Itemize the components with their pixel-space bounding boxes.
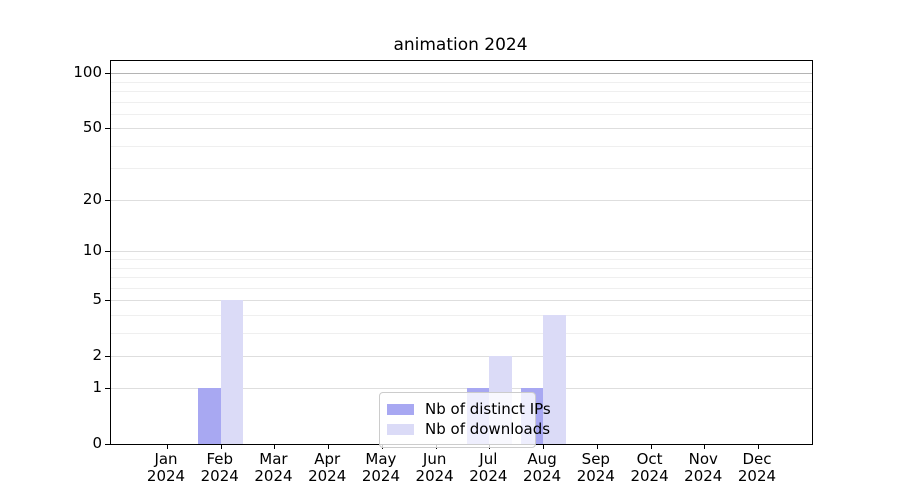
x-tick-apr [328,444,330,449]
y-tick-label-5: 5 [92,290,102,309]
gridline-major-100 [111,73,812,75]
x-tick-label-dec: Dec 2024 [737,450,777,485]
x-tick-sep [596,444,598,449]
gridline-major-20 [111,199,812,201]
gridline-major-50 [111,128,812,130]
y-tick-0 [105,444,111,445]
x-tick-label-may: May 2024 [361,450,400,485]
x-tick-dec [757,444,759,449]
y-tick-label-1: 1 [92,378,102,397]
x-tick-label-jun: Jun 2024 [415,450,454,485]
y-tick-1 [105,388,111,390]
y-tick-label-20: 20 [82,189,102,208]
x-tick-label-apr: Apr 2024 [308,450,347,485]
legend-label-distinct-ips: Nb of distinct IPs [425,400,551,418]
y-tick-5 [105,300,111,302]
x-tick-label-jan: Jan 2024 [146,450,186,485]
gridline-minor-6 [111,287,812,289]
bar-ips-feb [198,388,221,444]
gridline-major-2 [111,355,812,357]
x-tick-label-nov: Nov 2024 [684,450,723,485]
y-tick-label-2: 2 [92,345,102,364]
bar-downloads-aug [543,314,566,444]
x-tick-jan [167,444,168,449]
x-tick-label-feb: Feb 2024 [200,450,239,485]
x-tick-label-mar: Mar 2024 [254,450,293,485]
y-tick-label-0: 0 [92,434,102,452]
gridline-minor-90 [111,81,812,83]
legend-label-downloads: Nb of downloads [425,420,551,438]
y-tick-label-50: 50 [82,118,102,137]
x-tick-feb [220,444,222,449]
gridline-minor-9 [111,259,812,261]
x-tick-aug [543,444,545,449]
gridline-minor-80 [111,91,812,93]
y-tick-10 [105,251,111,253]
x-tick-mar [274,444,276,449]
gridline-minor-7 [111,277,812,279]
bar-downloads-feb [220,300,244,444]
plot-area: Nb of distinct IPs Nb of downloads [105,60,813,449]
y-tick-label-100: 100 [73,63,102,82]
gridline-minor-40 [111,145,812,147]
chart-title: animation 2024 [393,35,528,55]
x-tick-label-sep: Sep 2024 [576,450,615,485]
gridline-minor-60 [111,113,812,115]
gridline-minor-70 [111,101,812,103]
gridline-major-1 [111,388,812,390]
x-tick-label-jul: Jul 2024 [469,450,508,485]
x-tick-label-aug: Aug 2024 [522,450,562,485]
legend-item-distinct-ips: Nb of distinct IPs [387,400,551,419]
x-tick-nov [704,444,706,449]
legend-item-downloads: Nb of downloads [387,420,550,439]
gridline-minor-30 [111,168,812,170]
gridline-minor-8 [111,267,812,269]
legend-swatch-downloads [387,424,414,435]
y-tick-2 [105,355,111,357]
gridline-major-10 [111,251,812,253]
y-tick-label-10: 10 [82,241,102,260]
gridline-minor-3 [111,332,812,334]
legend-swatch-distinct-ips [387,404,414,415]
x-tick-label-oct: Oct 2024 [630,450,669,485]
y-tick-20 [105,199,111,201]
x-tick-oct [650,444,652,449]
gridline-minor-4 [111,314,812,316]
y-tick-50 [105,128,111,130]
y-tick-100 [105,73,111,75]
legend: Nb of distinct IPs Nb of downloads [379,392,551,448]
gridline-major-5 [111,300,812,302]
